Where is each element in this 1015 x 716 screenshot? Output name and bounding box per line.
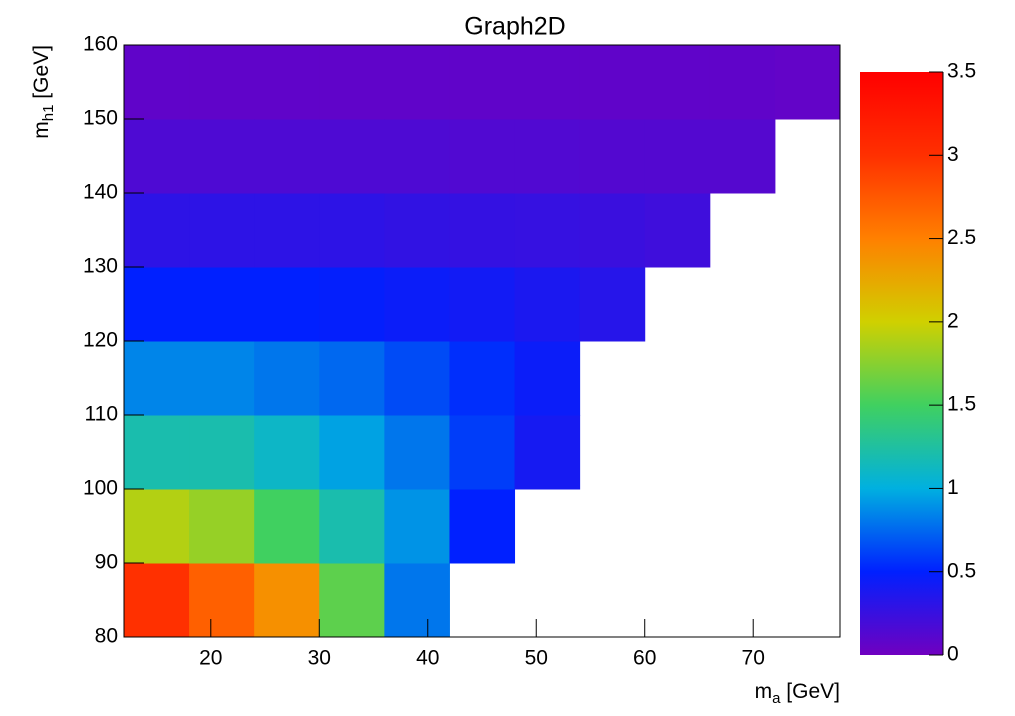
y-tick-label: 90 (95, 551, 118, 574)
heat-cell (709, 45, 776, 120)
x-axis-label: ma [GeV] (755, 680, 840, 707)
y-axis-label: mh1 [GeV] (30, 45, 57, 139)
heat-cell (189, 341, 255, 416)
heat-cell (384, 193, 450, 268)
heat-cell (384, 119, 450, 194)
heat-cell (514, 45, 581, 120)
z-tick-label: 0 (947, 643, 959, 666)
heat-cell (189, 563, 255, 638)
heat-cell (384, 489, 450, 564)
heat-cell (384, 341, 450, 416)
heat-cell (644, 45, 711, 120)
x-axis-label-part: m (755, 680, 773, 703)
heat-cell (254, 119, 320, 194)
heat-cell (124, 415, 190, 490)
heat-cell (449, 489, 516, 564)
heat-cell (449, 267, 516, 342)
heat-cell (124, 341, 190, 416)
x-axis-label-part: a (772, 690, 781, 707)
x-tick-label: 30 (308, 647, 331, 670)
heat-cell (579, 119, 646, 194)
z-tick-label: 0.5 (947, 559, 976, 582)
heat-cell (124, 119, 190, 194)
heat-cell (514, 119, 581, 194)
z-tick-label: 3 (947, 143, 959, 166)
heat-cell (189, 267, 255, 342)
heat-cell (189, 489, 255, 564)
z-tick-label: 2 (947, 309, 959, 332)
heat-cell (254, 563, 320, 638)
heat-cell (709, 119, 776, 194)
x-tick-label: 70 (742, 647, 765, 670)
chart-title: Graph2D (464, 13, 565, 41)
z-tick-label: 2.5 (947, 226, 976, 249)
heat-cell (514, 341, 581, 416)
heat-cell (319, 119, 385, 194)
heat-cell (514, 267, 581, 342)
z-tick-label: 1.5 (947, 393, 976, 416)
heat-cell (319, 341, 385, 416)
colorbar (860, 72, 943, 655)
heat-cell (124, 45, 190, 120)
heat-cell (644, 193, 711, 268)
heat-cell (384, 45, 450, 120)
heat-cell (254, 267, 320, 342)
z-tick-label: 1 (947, 476, 959, 499)
heat-cell (449, 341, 516, 416)
heat-cell (254, 45, 320, 120)
heat-cell (124, 563, 190, 638)
heat-cell (254, 341, 320, 416)
heat-cell (254, 489, 320, 564)
x-axis-label-part: [GeV] (780, 680, 840, 703)
x-tick-label: 20 (199, 647, 222, 670)
y-axis-label-part: m (30, 121, 53, 139)
heat-cell (384, 267, 450, 342)
z-tick-label: 3.5 (947, 60, 976, 83)
heat-cell (189, 193, 255, 268)
heat-cell (189, 119, 255, 194)
y-axis-label-part: h1 (40, 105, 57, 122)
x-tick-label: 50 (525, 647, 548, 670)
y-tick-label: 150 (83, 107, 118, 130)
heat-cell (124, 193, 190, 268)
heat-cell (449, 193, 516, 268)
y-tick-label: 80 (95, 625, 118, 648)
heat-cell (319, 45, 385, 120)
heat-cell (124, 489, 190, 564)
heat-cell (449, 45, 516, 120)
heat-cell (319, 415, 385, 490)
y-tick-label: 100 (83, 477, 118, 500)
heat-cell (384, 563, 450, 638)
x-tick-label: 40 (416, 647, 439, 670)
y-tick-label: 130 (83, 255, 118, 278)
y-tick-label: 120 (83, 329, 118, 352)
heat-cell (384, 415, 450, 490)
heat-cell (579, 193, 646, 268)
x-tick-label: 60 (633, 647, 656, 670)
heat-cell (254, 415, 320, 490)
heat-cell (319, 563, 385, 638)
heat-cell (319, 489, 385, 564)
heat-cell (514, 193, 581, 268)
y-tick-label: 110 (85, 403, 118, 426)
y-axis-label-part: [GeV] (30, 45, 53, 105)
heat-cell (449, 415, 516, 490)
heat-cell (579, 267, 646, 342)
y-tick-label: 140 (83, 181, 118, 204)
heat-cell (579, 45, 646, 120)
heat-cell (644, 119, 711, 194)
heat-cell (449, 119, 516, 194)
heat-cell (514, 415, 581, 490)
y-tick-label: 160 (83, 33, 118, 56)
heat-cell (124, 267, 190, 342)
heat-cell (189, 45, 255, 120)
heat-cell (319, 193, 385, 268)
heat-cell (189, 415, 255, 490)
heat-cell (774, 45, 841, 120)
heat-cell (319, 267, 385, 342)
heat-cell (254, 193, 320, 268)
